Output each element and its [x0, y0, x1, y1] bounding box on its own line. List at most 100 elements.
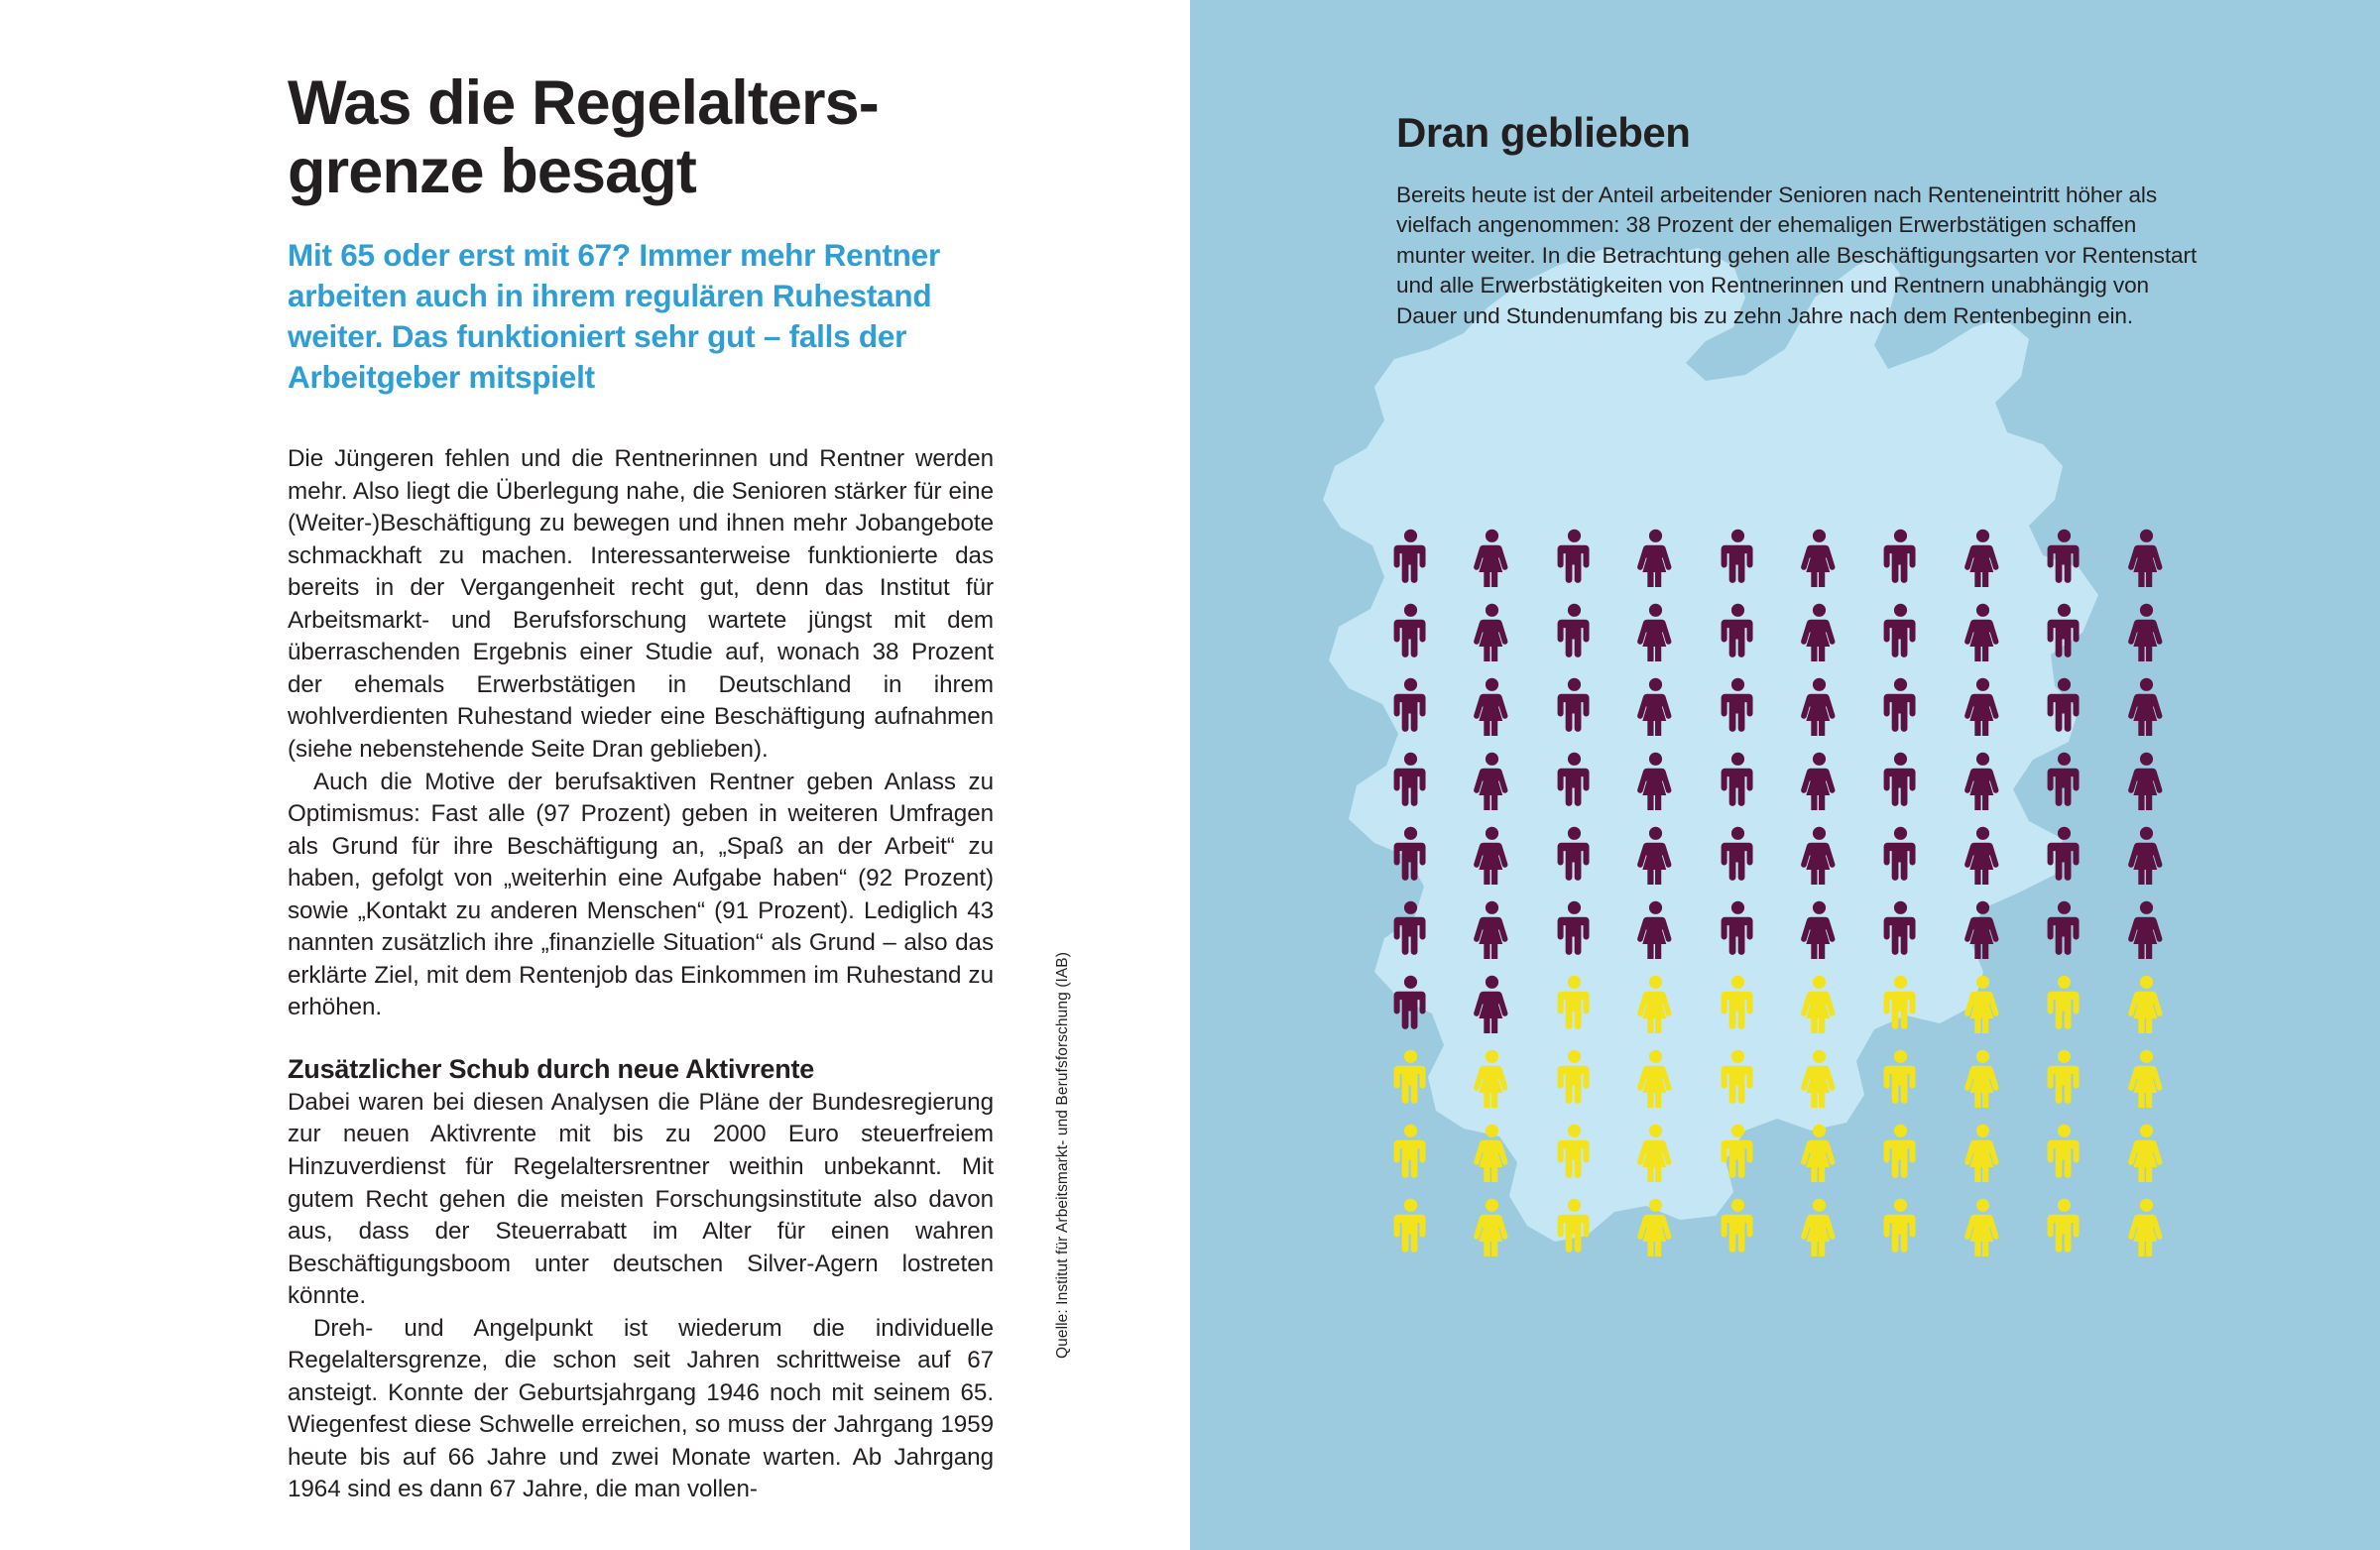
- pictogram-male-icon: [1718, 897, 1799, 972]
- pictogram-female-icon: [2126, 823, 2207, 897]
- pictogram-male-icon: [2044, 600, 2125, 674]
- pictogram-male-icon: [1390, 1195, 1472, 1269]
- standfirst: Mit 65 oder erst mit 67? Immer mehr Rent…: [288, 237, 940, 396]
- pictogram-female-icon: [1635, 749, 1717, 823]
- pictogram-male-icon: [2044, 897, 2125, 972]
- pictogram-male-icon: [1718, 1046, 1799, 1121]
- pictogram-female-icon: [1635, 972, 1717, 1046]
- pictogram-female-icon: [1472, 972, 1553, 1046]
- body-paragraph: Auch die Motive der berufsaktiven Rentne…: [288, 768, 994, 1021]
- pictogram-male-icon: [1718, 1121, 1799, 1195]
- pictogram-chart: [1390, 526, 2207, 1269]
- pictogram-female-icon: [1472, 1195, 1553, 1269]
- right-page-infographic: Dran geblieben Bereits heute ist der Ant…: [1190, 0, 2380, 1550]
- pictogram-female-icon: [1472, 823, 1553, 897]
- pictogram-female-icon: [1635, 1046, 1717, 1121]
- pictogram-female-icon: [1963, 897, 2044, 972]
- pictogram-female-icon: [2126, 674, 2207, 749]
- pictogram-male-icon: [1554, 1121, 1635, 1195]
- pictogram-female-icon: [1799, 897, 1880, 972]
- pictogram-female-icon: [2126, 1121, 2207, 1195]
- pictogram-male-icon: [1880, 1195, 1962, 1269]
- pictogram-female-icon: [1963, 972, 2044, 1046]
- pictogram-female-icon: [2126, 1046, 2207, 1121]
- pictogram-male-icon: [1718, 600, 1799, 674]
- body-paragraph: Die Jüngeren fehlen und die Rentnerinnen…: [288, 445, 994, 763]
- pictogram-male-icon: [1718, 526, 1799, 600]
- infographic-title: Dran geblieben: [1396, 109, 1691, 156]
- pictogram-male-icon: [1554, 823, 1635, 897]
- pictogram-female-icon: [1799, 1046, 1880, 1121]
- pictogram-male-icon: [1880, 1121, 1962, 1195]
- pictogram-male-icon: [2044, 526, 2125, 600]
- pictogram-male-icon: [1880, 897, 1962, 972]
- pictogram-male-icon: [2044, 749, 2125, 823]
- pictogram-male-icon: [1554, 972, 1635, 1046]
- pictogram-female-icon: [1799, 600, 1880, 674]
- body-paragraph: Dabei waren bei diesen Analysen die Plän…: [288, 1088, 994, 1310]
- pictogram-male-icon: [1880, 749, 1962, 823]
- pictogram-female-icon: [1799, 823, 1880, 897]
- pictogram-female-icon: [2126, 600, 2207, 674]
- pictogram-male-icon: [1554, 897, 1635, 972]
- pictogram-female-icon: [2126, 897, 2207, 972]
- pictogram-male-icon: [1718, 972, 1799, 1046]
- pictogram-female-icon: [1963, 1121, 2044, 1195]
- pictogram-female-icon: [1472, 1046, 1553, 1121]
- pictogram-male-icon: [1554, 1195, 1635, 1269]
- left-page: Was die Regelalters- grenze besagt Mit 6…: [288, 68, 1071, 1506]
- pictogram-female-icon: [1799, 526, 1880, 600]
- pictogram-male-icon: [2044, 823, 2125, 897]
- pictogram-male-icon: [1554, 674, 1635, 749]
- pictogram-female-icon: [1635, 897, 1717, 972]
- pictogram-male-icon: [1718, 823, 1799, 897]
- pictogram-male-icon: [1390, 972, 1472, 1046]
- pictogram-female-icon: [1963, 749, 2044, 823]
- source-credit: Quelle: Institut für Arbeitsmarkt- und B…: [1054, 952, 1071, 1360]
- pictogram-male-icon: [1718, 1195, 1799, 1269]
- pictogram-female-icon: [2126, 749, 2207, 823]
- section-subheading: Zusätzlicher Schub durch neue Aktivrente: [288, 1053, 815, 1084]
- pictogram-male-icon: [1718, 674, 1799, 749]
- pictogram-female-icon: [1472, 1121, 1553, 1195]
- pictogram-female-icon: [1472, 526, 1553, 600]
- body-paragraph: Dreh- und Angelpunkt ist wiederum die in…: [288, 1314, 994, 1503]
- pictogram-male-icon: [1554, 1046, 1635, 1121]
- pictogram-female-icon: [1963, 1195, 2044, 1269]
- pictogram-male-icon: [1390, 1046, 1472, 1121]
- pictogram-male-icon: [2044, 1046, 2125, 1121]
- pictogram-female-icon: [1799, 1195, 1880, 1269]
- pictogram-female-icon: [1635, 526, 1717, 600]
- pictogram-male-icon: [1554, 749, 1635, 823]
- pictogram-female-icon: [1635, 1121, 1717, 1195]
- pictogram-female-icon: [2126, 972, 2207, 1046]
- pictogram-female-icon: [1472, 897, 1553, 972]
- pictogram-male-icon: [1880, 674, 1962, 749]
- pictogram-male-icon: [2044, 674, 2125, 749]
- pictogram-female-icon: [1963, 1046, 2044, 1121]
- pictogram-female-icon: [1635, 674, 1717, 749]
- pictogram-female-icon: [1963, 526, 2044, 600]
- infographic-header: Dran geblieben Bereits heute ist der Ant…: [1396, 109, 2206, 331]
- pictogram-female-icon: [1799, 674, 1880, 749]
- pictogram-female-icon: [1472, 749, 1553, 823]
- pictogram-male-icon: [1390, 526, 1472, 600]
- pictogram-male-icon: [1880, 1046, 1962, 1121]
- pictogram-male-icon: [1880, 972, 1962, 1046]
- pictogram-male-icon: [1390, 1121, 1472, 1195]
- pictogram-male-icon: [1718, 749, 1799, 823]
- pictogram-female-icon: [1472, 600, 1553, 674]
- pictogram-female-icon: [1963, 823, 2044, 897]
- pictogram-female-icon: [2126, 1195, 2207, 1269]
- pictogram-female-icon: [2126, 526, 2207, 600]
- pictogram-male-icon: [1390, 674, 1472, 749]
- pictogram-male-icon: [1390, 749, 1472, 823]
- article-column: Was die Regelalters- grenze besagt Mit 6…: [288, 69, 994, 1506]
- pictogram-female-icon: [1635, 600, 1717, 674]
- pictogram-male-icon: [1554, 526, 1635, 600]
- pictogram-male-icon: [2044, 1195, 2125, 1269]
- pictogram-male-icon: [2044, 972, 2125, 1046]
- page-title: Was die Regelalters- grenze besagt: [288, 68, 880, 206]
- infographic-intro: Bereits heute ist der Anteil arbeitender…: [1396, 182, 2198, 328]
